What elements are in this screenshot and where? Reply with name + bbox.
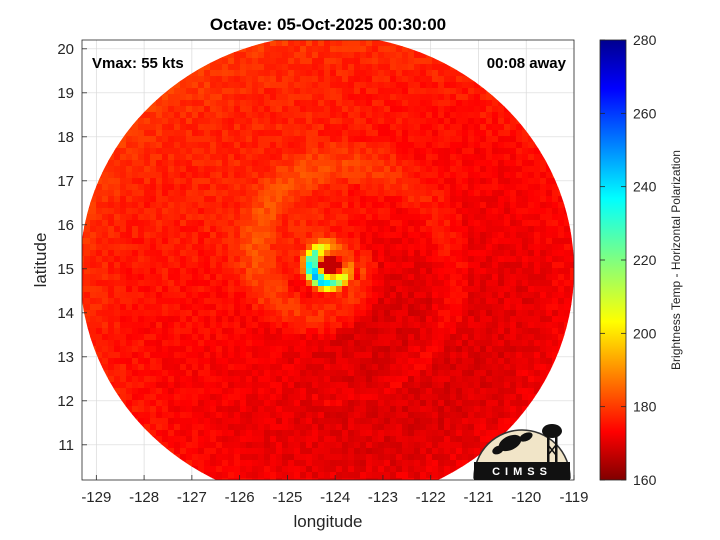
y-tick-label: 16 xyxy=(57,217,74,234)
x-tick-label: -123 xyxy=(368,489,398,506)
y-axis-label: latitude xyxy=(31,233,50,288)
colorbar-tick-label: 280 xyxy=(633,32,657,48)
y-tick-label: 11 xyxy=(58,437,74,454)
y-tick-label: 20 xyxy=(57,41,74,58)
x-tick-label: -122 xyxy=(416,489,446,506)
y-tick-label: 12 xyxy=(57,393,74,410)
y-tick-label: 18 xyxy=(57,129,74,146)
colorbar-tick-label: 220 xyxy=(633,252,657,268)
logo-text: CIMSS xyxy=(492,466,552,478)
x-tick-label: -125 xyxy=(272,489,302,506)
colorbar-tick-label: 160 xyxy=(633,472,657,488)
y-tick-label: 14 xyxy=(57,305,74,322)
plot-frame xyxy=(81,39,575,481)
colorbar-tick-label: 200 xyxy=(633,325,657,341)
chart-title: Octave: 05-Oct-2025 00:30:00 xyxy=(210,15,446,34)
y-tick-label: 19 xyxy=(57,85,74,102)
x-tick-label: -127 xyxy=(177,489,207,506)
x-tick-label: -129 xyxy=(81,489,111,506)
colorbar-tick-label: 240 xyxy=(633,179,657,195)
x-tick-label: -120 xyxy=(511,489,541,506)
x-tick-label: -121 xyxy=(463,489,493,506)
vmax-annotation: Vmax: 55 kts xyxy=(92,55,184,72)
x-axis: -129 -128 -127 -126 -125 -124 -123 -122 -121 -120… xyxy=(81,475,588,506)
x-tick-label: -126 xyxy=(225,489,255,506)
cimss-logo: CIMSS xyxy=(473,424,571,480)
colorbar-label: Brightness Temp - Horizontal Polarizatio… xyxy=(669,150,683,370)
time-away-annotation: 00:08 away xyxy=(487,55,567,72)
colorbar-ticks: 160 180 200 220 240 260 280 xyxy=(600,32,657,488)
y-tick-label: 17 xyxy=(57,173,74,190)
colorbar-tick-label: 180 xyxy=(633,399,657,415)
x-tick-label: -128 xyxy=(129,489,159,506)
y-tick-label: 13 xyxy=(57,349,74,366)
x-tick-label: -119 xyxy=(560,489,589,506)
x-tick-label: -124 xyxy=(320,489,350,506)
y-axis: 11 12 13 14 15 16 17 18 19 20 xyxy=(57,41,87,454)
y-tick-label: 15 xyxy=(57,261,74,278)
colorbar-tick-label: 260 xyxy=(633,105,657,121)
x-axis-label: longitude xyxy=(293,512,362,531)
